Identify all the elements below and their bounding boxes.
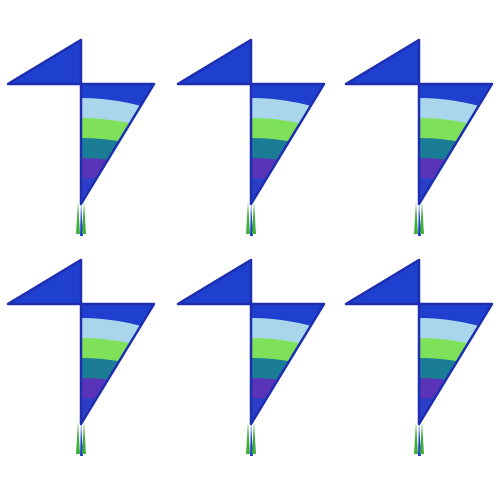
kite-graphic [176, 38, 326, 236]
kite-6 [344, 258, 494, 458]
kite-2 [176, 38, 326, 238]
tail-streamer-right [252, 202, 256, 234]
tail-streamer-right [82, 202, 86, 234]
tail-streamer-left [76, 422, 80, 454]
tail-streamer-left [76, 202, 80, 234]
tail-streamer-right [420, 422, 424, 454]
tail-streamer-center [250, 202, 253, 236]
kite-tail [246, 202, 256, 236]
kite-1 [6, 38, 156, 238]
tail-streamer-left [246, 422, 250, 454]
tail-streamer-left [246, 202, 250, 234]
kite-tail [414, 202, 424, 236]
kite-3 [344, 38, 494, 238]
kite-graphic [6, 258, 156, 456]
kite-graphic [6, 38, 156, 236]
tail-streamer-center [80, 202, 83, 236]
kite-5 [176, 258, 326, 458]
tail-streamer-center [250, 422, 253, 456]
kite-graphic [344, 258, 494, 456]
kite-tail [76, 422, 86, 456]
kite-graphic [344, 38, 494, 236]
kite-tail [414, 422, 424, 456]
tail-streamer-right [82, 422, 86, 454]
tail-streamer-right [252, 422, 256, 454]
kite-tail [76, 202, 86, 236]
kite-4 [6, 258, 156, 458]
tail-streamer-center [418, 202, 421, 236]
tail-streamer-left [414, 202, 418, 234]
tail-streamer-left [414, 422, 418, 454]
tail-streamer-center [80, 422, 83, 456]
kite-graphic [176, 258, 326, 456]
tail-streamer-center [418, 422, 421, 456]
tail-streamer-right [420, 202, 424, 234]
kite-tail [246, 422, 256, 456]
